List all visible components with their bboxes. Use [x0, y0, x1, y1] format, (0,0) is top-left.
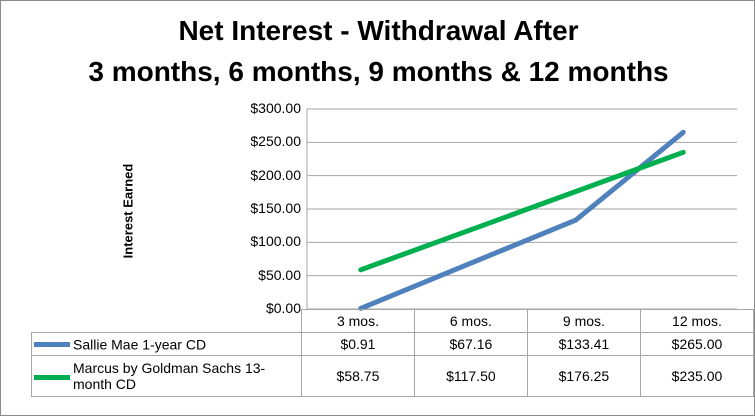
data-table: 3 mos. 6 mos. 9 mos. 12 mos. Sallie Mae …: [30, 309, 755, 397]
chart-subtitle: 3 months, 6 months, 9 months & 12 months: [88, 56, 669, 87]
category-label: 3 mos.: [301, 309, 415, 333]
data-label: $117.50: [413, 355, 528, 397]
series-lines: [358, 129, 686, 311]
category-label: 6 mos.: [413, 309, 528, 333]
legend-entry: Marcus by Goldman Sachs 13-month CD: [30, 355, 303, 397]
legend-entry: Sallie Mae 1-year CD: [30, 332, 303, 356]
series-line-0: [358, 129, 686, 311]
data-label: $67.16: [413, 332, 528, 356]
data-table-row: Marcus by Goldman Sachs 13-month CD $58.…: [30, 355, 755, 397]
data-label: $265.00: [639, 332, 755, 356]
data-table-header-row: 3 mos. 6 mos. 9 mos. 12 mos.: [31, 309, 755, 333]
category-label: 12 mos.: [639, 309, 755, 333]
y-tick-label: $150.00: [250, 200, 301, 216]
data-label: $176.25: [526, 355, 641, 397]
data-label: $58.75: [301, 355, 415, 397]
data-label: $0.91: [301, 332, 415, 356]
series-name: Marcus by Goldman Sachs 13-month CD: [73, 360, 266, 392]
y-tick-label: $250.00: [250, 133, 301, 150]
data-label: $235.00: [639, 355, 755, 397]
y-tick-label: $50.00: [258, 266, 301, 283]
series-name: Sallie Mae 1-year CD: [73, 336, 207, 353]
data-table-row: Sallie Mae 1-year CD $0.91 $67.16 $133.4…: [30, 332, 755, 356]
y-tick-label: $300.00: [250, 100, 301, 116]
chart-title: Net Interest - Withdrawal After: [178, 15, 579, 46]
data-table-corner: [31, 309, 303, 333]
series-line-1: [358, 149, 686, 273]
data-label: $133.41: [526, 332, 641, 356]
legend-swatch: [34, 342, 70, 348]
y-tick-label: $200.00: [250, 166, 301, 183]
y-tick-label: $100.00: [250, 233, 301, 250]
category-label: 9 mos.: [526, 309, 641, 333]
legend-swatch: [34, 374, 70, 380]
